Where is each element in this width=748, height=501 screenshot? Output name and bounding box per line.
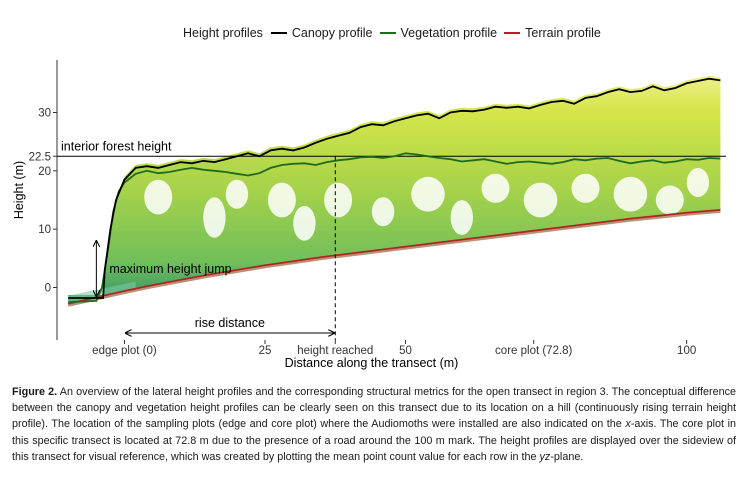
legend-label-terrain: Terrain profile <box>525 26 601 40</box>
point-cloud-sideview <box>68 75 721 304</box>
canopy-gap <box>144 179 173 215</box>
canopy-gap <box>450 200 473 235</box>
height-profile-chart: interior forest height maximum height jum… <box>12 60 726 370</box>
caption-text-3: -plane. <box>550 450 584 463</box>
legend-label-canopy: Canopy profile <box>291 26 373 40</box>
legend-item-terrain: Terrain profile <box>504 26 601 40</box>
canopy-gap <box>655 185 684 215</box>
terrain-band <box>67 208 721 307</box>
caption-plane: yz <box>539 450 551 463</box>
height-jump-label: maximum height jump <box>109 262 231 276</box>
interior-forest-height-label: interior forest height <box>61 139 172 153</box>
canopy-gap <box>411 176 445 212</box>
canopy-profile-line <box>68 77 721 299</box>
canopy-gap <box>371 197 395 227</box>
x-tick-label: 25 <box>259 345 272 357</box>
caption-label: Figure 2. <box>12 386 58 398</box>
y-tick-label: 20 <box>38 166 51 178</box>
rise-distance-label: rise distance <box>195 316 265 330</box>
x-tick-label: edge plot (0) <box>92 345 157 357</box>
legend-item-vegetation: Vegetation profile <box>379 26 498 40</box>
vegetation-profile-line <box>68 152 721 303</box>
figure: Height profiles Canopy profile Vegetatio… <box>12 26 726 370</box>
legend-swatch-canopy <box>270 32 287 34</box>
x-tick-label: 100 <box>677 345 696 357</box>
figure-caption: Figure 2. An overview of the lateral hei… <box>12 384 736 465</box>
canopy-gap <box>613 176 648 212</box>
canopy-gap <box>293 205 316 241</box>
caption-text-1: An overview of the lateral height profil… <box>12 386 736 431</box>
plot-area: interior forest height maximum height jum… <box>57 75 726 340</box>
y-tick-label: 30 <box>38 108 51 120</box>
legend-label-vegetation: Vegetation profile <box>400 26 498 40</box>
canopy-gap <box>523 182 558 218</box>
y-axis-label: Height (m) <box>12 161 26 219</box>
axes: 0 10 20 22.5 30 edge plot (0) 25 height reached… <box>12 60 696 370</box>
y-tick-label: 0 <box>45 283 51 295</box>
canopy-gap <box>225 179 249 209</box>
canopy-gap <box>267 182 296 218</box>
legend: Height profiles Canopy profile Vegetatio… <box>183 26 608 40</box>
canopy-gap <box>203 197 226 238</box>
x-tick-label: core plot (72.8) <box>495 345 573 357</box>
canopy-gap <box>571 173 600 203</box>
x-tick-label: height reached <box>297 345 373 357</box>
canopy-gap <box>324 182 353 218</box>
legend-swatch-vegetation <box>379 32 396 34</box>
canopy-gap <box>481 173 510 203</box>
terrain-profile-line <box>68 209 721 305</box>
legend-title: Height profiles <box>183 26 263 40</box>
x-axis-label: Distance along the transect (m) <box>285 356 459 370</box>
canopy-gap <box>686 168 710 197</box>
legend-item-canopy: Canopy profile <box>270 26 373 40</box>
x-tick-label: 50 <box>399 345 412 357</box>
caption-x-axis: x <box>625 418 631 431</box>
caption-text-2: -axis. The core plot in this specific tr… <box>12 418 736 463</box>
y-tick-label: 22.5 <box>29 151 51 163</box>
y-tick-label: 10 <box>38 224 51 236</box>
legend-swatch-terrain <box>504 32 521 34</box>
